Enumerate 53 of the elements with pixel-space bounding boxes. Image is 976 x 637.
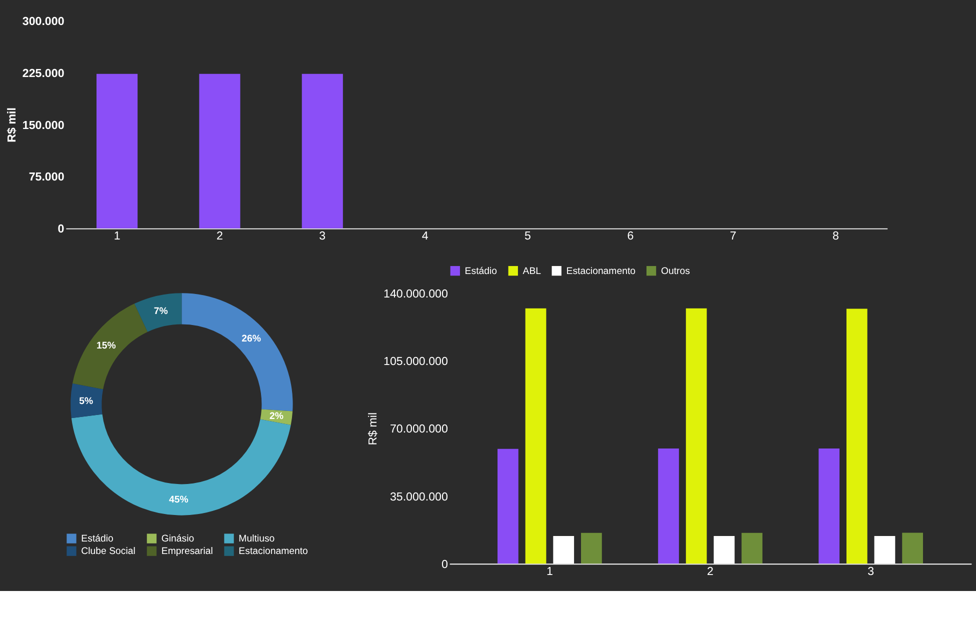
data-label: 45% [169, 494, 189, 506]
y-tick-label: 140.000.000 [384, 288, 448, 300]
y-tick-label: 0 [58, 224, 64, 236]
legend-label: ABL [522, 266, 542, 277]
donut-slice [182, 293, 293, 412]
data-label: 26% [242, 334, 262, 345]
bar [658, 448, 679, 564]
legend-label: Clube Social [81, 546, 136, 557]
bar [818, 448, 840, 564]
y-tick-label: 105.000.000 [384, 356, 448, 368]
data-label: 7% [154, 306, 168, 317]
legend-label: Ginásio [161, 533, 194, 544]
legend-label: Multiuso [238, 533, 275, 544]
legend-label: Estacionamento [566, 266, 636, 277]
y-tick-label: 150.000 [22, 120, 64, 132]
y-tick-label: 35.000.000 [390, 491, 448, 504]
y-axis-title: R$ mil [368, 412, 380, 446]
y-tick-label: 225.000 [22, 68, 64, 80]
y-axis-title: R$ mil [6, 108, 19, 142]
bar [686, 308, 707, 564]
x-tick-label: 2 [707, 566, 714, 578]
bar [902, 532, 923, 564]
x-tick-label: 8 [832, 230, 839, 242]
bar [742, 532, 762, 564]
donut-slice [71, 414, 291, 516]
x-tick-label: 3 [868, 566, 874, 578]
x-tick-label: 2 [216, 230, 223, 242]
data-label: 2% [270, 411, 284, 422]
y-tick-label: 75.000 [28, 172, 64, 184]
x-tick-label: 3 [319, 230, 326, 242]
legend-label: Estádio [464, 266, 498, 277]
bar [498, 448, 518, 564]
bar [846, 308, 868, 564]
legend-label: Outros [660, 266, 690, 277]
y-tick-label: 70.000.000 [390, 424, 448, 436]
x-tick-label: 4 [422, 230, 429, 242]
y-tick-label: 0 [441, 559, 448, 572]
y-tick-label: 300.000 [22, 16, 64, 28]
donut-slice [70, 383, 104, 418]
donut-slice [134, 293, 182, 332]
donut-slice [72, 304, 148, 390]
x-tick-label: 1 [546, 566, 553, 578]
bar [581, 532, 602, 564]
bar [525, 308, 546, 564]
x-tick-label: 1 [114, 230, 120, 242]
x-tick-label: 7 [730, 230, 736, 242]
data-label: 5% [79, 396, 94, 408]
legend-label: Estacionamento [238, 546, 308, 557]
data-label: 15% [96, 340, 116, 352]
x-tick-label: 5 [524, 230, 531, 242]
x-tick-label: 6 [627, 230, 634, 242]
legend-label: Empresarial [161, 546, 213, 557]
legend-label: Estádio [81, 533, 114, 544]
